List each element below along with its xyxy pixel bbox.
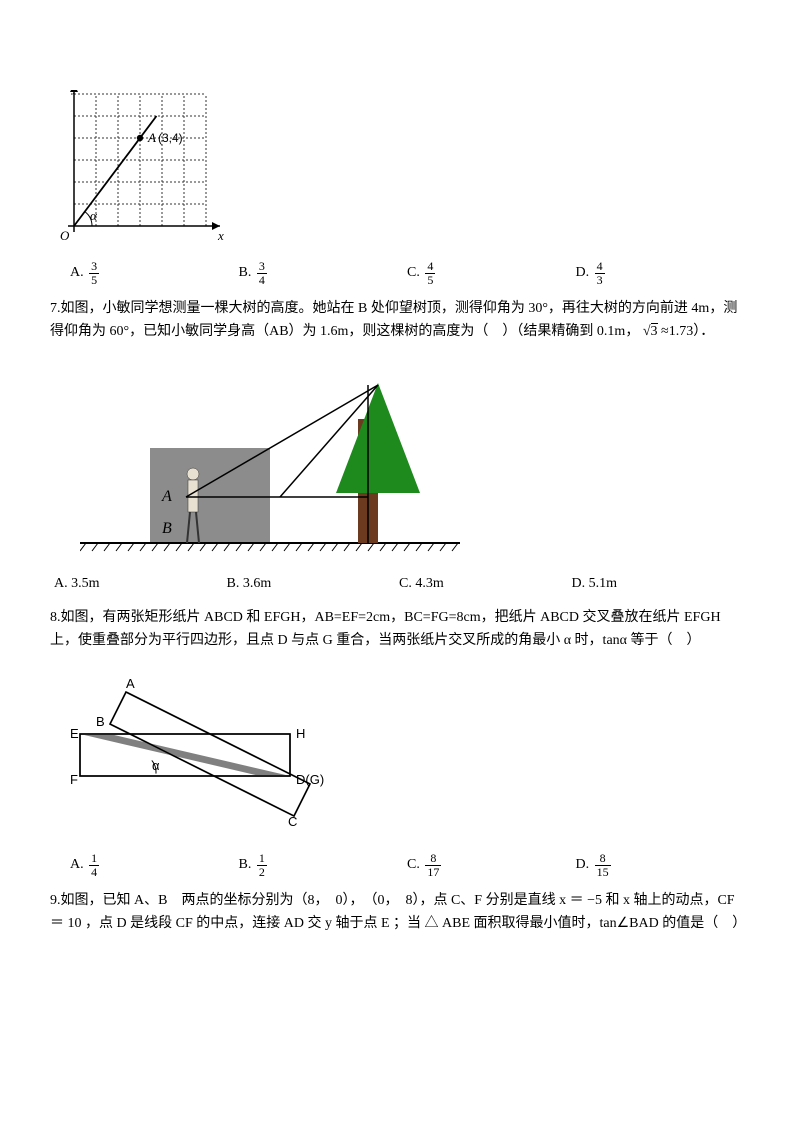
q8-options: A. 1 4 B. 1 2 C. 8 17 D. 8 15 [50,852,744,878]
q8-opt-c: C. 8 17 [407,852,576,878]
fraction: 3 5 [89,260,99,286]
svg-text:B: B [162,520,172,537]
q8-figure: A B E F H D(G) Cα [50,672,744,842]
svg-text:B: B [96,714,105,729]
svg-text:A: A [161,488,172,505]
svg-text:α: α [152,758,160,773]
sqrt-radicand: 3 [651,323,658,339]
q6-figure: Ox y α A(3,4) [50,90,744,250]
numerator: 1 [89,852,99,866]
option-prefix: B. [239,854,252,876]
option-prefix: D. [576,262,590,284]
denominator: 17 [425,866,441,879]
svg-text:O: O [60,228,70,243]
svg-text:x: x [217,228,224,243]
numerator: 3 [257,260,267,274]
fraction: 4 3 [595,260,605,286]
fraction: 3 4 [257,260,267,286]
denominator: 2 [257,866,267,879]
svg-text:A: A [147,130,156,145]
q7-text: 7.如图，小敏同学想测量一棵大树的高度。她站在 B 处仰望树顶，测得仰角为 30… [50,298,744,343]
fraction: 4 5 [425,260,435,286]
numerator: 8 [425,852,441,866]
option-prefix: C. [407,854,420,876]
q8-svg: A B E F H D(G) Cα [50,672,330,842]
q7-opt-b: B. 3.6m [227,573,400,595]
q6-opt-b: B. 3 4 [239,260,408,286]
q8-opt-d: D. 8 15 [576,852,745,878]
numerator: 1 [257,852,267,866]
q7-options: A. 3.5m B. 3.6m C. 4.3m D. 5.1m [50,573,744,595]
option-prefix: C. [407,262,420,284]
svg-text:D(G): D(G) [296,772,324,787]
option-prefix: A. [70,854,84,876]
denominator: 15 [595,866,611,879]
q7-text-part1: 7.如图，小敏同学想测量一棵大树的高度。她站在 B 处仰望树顶，测得仰角为 30… [50,301,737,338]
q7-opt-d: D. 5.1m [572,573,745,595]
option-prefix: A. [70,262,84,284]
denominator: 5 [89,274,99,287]
q9-text: 9.如图，已知 A、B 两点的坐标分别为（8， 0）， （0， 8），点 C、F… [50,890,744,935]
option-prefix: D. [576,854,590,876]
denominator: 5 [425,274,435,287]
q6-opt-a: A. 3 5 [70,260,239,286]
q7-figure: AB [80,373,744,563]
denominator: 3 [595,274,605,287]
svg-text:(3,4): (3,4) [158,131,183,145]
q7-text-part2: ≈1.73）． [661,324,714,339]
q6-opt-d: D. 4 3 [576,260,745,286]
svg-text:C: C [288,814,297,829]
q6-options: A. 3 5 B. 3 4 C. 4 5 D. 4 3 [50,260,744,286]
q8-text: 8.如图，有两张矩形纸片 ABCD 和 EFGH，AB=EF=2cm，BC=FG… [50,607,744,652]
svg-text:E: E [70,726,79,741]
fraction: 8 17 [425,852,441,878]
denominator: 4 [89,866,99,879]
q8-opt-b: B. 1 2 [239,852,408,878]
svg-text:α: α [90,208,98,223]
sqrt-icon: 3 [643,321,658,343]
q6-svg: Ox y α A(3,4) [50,90,230,250]
fraction: 8 15 [595,852,611,878]
svg-text:y: y [70,90,78,95]
fraction: 1 2 [257,852,267,878]
q8-opt-a: A. 1 4 [70,852,239,878]
numerator: 3 [89,260,99,274]
fraction: 1 4 [89,852,99,878]
option-prefix: B. [239,262,252,284]
q6-opt-c: C. 4 5 [407,260,576,286]
svg-text:A: A [126,676,135,691]
numerator: 4 [425,260,435,274]
q7-opt-a: A. 3.5m [54,573,227,595]
q7-opt-c: C. 4.3m [399,573,572,595]
q7-svg: AB [80,373,460,563]
svg-text:H: H [296,726,305,741]
svg-text:F: F [70,772,78,787]
denominator: 4 [257,274,267,287]
numerator: 8 [595,852,611,866]
numerator: 4 [595,260,605,274]
